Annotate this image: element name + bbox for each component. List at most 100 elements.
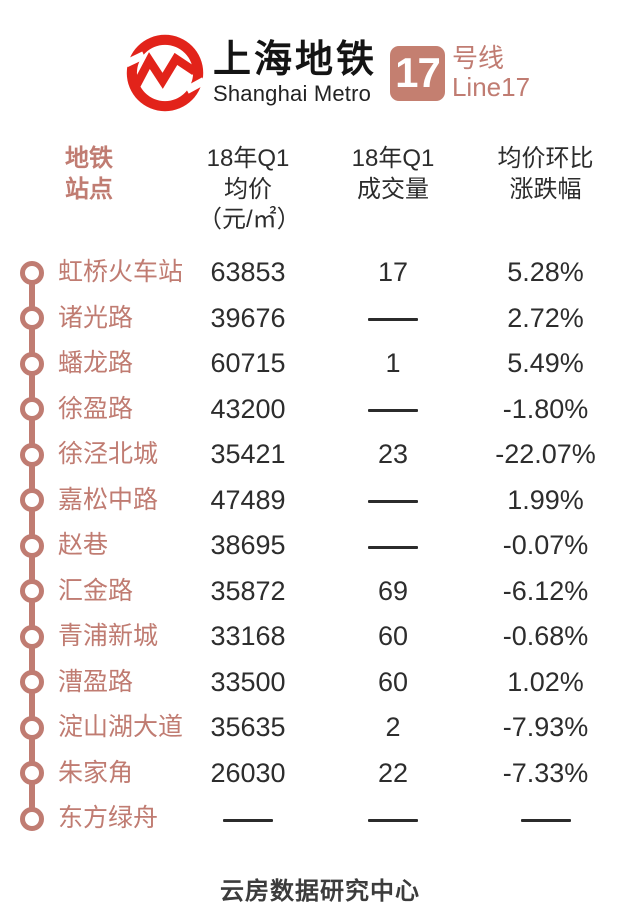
change-value: 5.28% [507, 257, 584, 288]
change-value: 1.02% [507, 666, 584, 697]
volume-value [298, 805, 488, 832]
table-row: 汇金路 35872 69 -6.12% [0, 569, 640, 615]
missing-value-dash [368, 500, 418, 504]
station-marker-icon [20, 761, 44, 786]
volume-value [298, 532, 488, 559]
station-marker-icon [20, 670, 44, 695]
price-value: 35421 [210, 439, 286, 470]
volume-value: 60 [377, 666, 409, 697]
price-value: 38695 [210, 530, 286, 561]
change-value: 2.72% [507, 302, 584, 333]
table-row: 徐盈路 43200 -1.80% [0, 387, 640, 433]
change-value: -7.93% [502, 712, 589, 743]
table-row: 虹桥火车站 63853 17 5.28% [0, 250, 640, 296]
table-row: 朱家角 26030 22 -7.33% [0, 751, 640, 797]
price-value: 26030 [210, 757, 286, 788]
table-row: 徐泾北城 35421 23 -22.07% [0, 432, 640, 478]
table-row: 嘉松中路 47489 1.99% [0, 478, 640, 524]
change-value: -22.07% [495, 439, 596, 470]
station-marker-icon [20, 579, 44, 604]
table-row: 东方绿舟 [0, 796, 640, 842]
station-marker-icon [20, 624, 44, 649]
station-table: 虹桥火车站 63853 17 5.28% 诸光路 39676 2.72% 蟠龙路… [0, 250, 640, 842]
change-value: -1.80% [502, 393, 589, 424]
price-value: 39676 [210, 302, 286, 333]
station-marker-icon [20, 533, 44, 558]
table-row: 蟠龙路 60715 1 5.49% [0, 341, 640, 387]
missing-value-dash [223, 818, 273, 822]
line-label-cn: 号线 [451, 43, 504, 74]
volume-value: 69 [377, 575, 409, 606]
change-value: -0.68% [502, 621, 589, 652]
station-name: 徐泾北城 [58, 440, 159, 469]
volume-value: 60 [377, 621, 409, 652]
volume-value: 23 [377, 439, 409, 470]
station-marker-icon [20, 806, 44, 831]
price-value: 60715 [210, 348, 286, 379]
price-value: 43200 [210, 393, 286, 424]
station-name: 虹桥火车站 [58, 258, 184, 287]
missing-value-dash [520, 818, 571, 822]
price-value: 33500 [210, 666, 286, 697]
header-volume: 18年Q1 成交量 [351, 145, 435, 203]
change-value [488, 805, 603, 832]
volume-value [298, 487, 488, 514]
brand-title-en: Shanghai Metro [212, 81, 372, 107]
table-row: 诸光路 39676 2.72% [0, 296, 640, 342]
station-marker-icon [20, 442, 44, 467]
station-name: 漕盈路 [58, 667, 134, 696]
change-value: -7.33% [502, 757, 589, 788]
line-labels: 号线 Line17 [452, 44, 530, 101]
station-name: 徐盈路 [58, 394, 134, 423]
data-source-label: 云房数据研究中心 [220, 877, 420, 905]
station-marker-icon [20, 715, 44, 740]
header-price: 18年Q1均价 （元/㎡） [198, 145, 301, 234]
station-name: 嘉松中路 [58, 485, 159, 514]
price-value: 63853 [210, 257, 286, 288]
table-row: 漕盈路 33500 60 1.02% [0, 660, 640, 706]
station-marker-icon [20, 351, 44, 376]
line-label-en: Line17 [451, 72, 531, 102]
station-name: 赵巷 [58, 531, 109, 560]
volume-value: 2 [385, 712, 401, 743]
missing-value-dash [368, 318, 418, 322]
volume-value [298, 305, 488, 332]
station-marker-icon [20, 488, 44, 513]
station-name: 青浦新城 [58, 622, 159, 651]
volume-value [298, 396, 488, 423]
price-value: 35635 [210, 712, 286, 743]
table-row: 淀山湖大道 35635 2 -7.93% [0, 705, 640, 751]
station-name: 蟠龙路 [58, 349, 134, 378]
price-value: 33168 [210, 621, 286, 652]
volume-value: 22 [377, 757, 409, 788]
station-name: 诸光路 [58, 303, 134, 332]
missing-value-dash [368, 409, 418, 413]
header: 上海地铁 Shanghai Metro 17 号线 Line17 [8, 0, 640, 112]
table-header: 地铁 站点 18年Q1均价 （元/㎡） 18年Q1 成交量 均价环比 涨跌幅 [0, 144, 640, 236]
missing-value-dash [368, 818, 418, 822]
price-value [198, 805, 298, 832]
header-station: 地铁 站点 [65, 145, 113, 203]
shanghai-metro-logo-icon [125, 34, 204, 112]
price-value: 35872 [210, 575, 286, 606]
station-marker-icon [20, 260, 44, 285]
change-value: -6.12% [502, 575, 589, 606]
price-value: 47489 [210, 484, 286, 515]
station-marker-icon [20, 306, 44, 331]
change-value: 1.99% [507, 484, 584, 515]
table-row: 赵巷 38695 -0.07% [0, 523, 640, 569]
volume-value: 1 [385, 348, 401, 379]
change-value: -0.07% [502, 530, 589, 561]
station-marker-icon [20, 397, 44, 422]
missing-value-dash [368, 545, 418, 549]
change-value: 5.49% [507, 348, 584, 379]
station-name: 淀山湖大道 [58, 713, 184, 742]
table-row: 青浦新城 33168 60 -0.68% [0, 614, 640, 660]
station-name: 东方绿舟 [58, 804, 159, 833]
header-change: 均价环比 涨跌幅 [497, 145, 594, 203]
station-name: 朱家角 [58, 758, 134, 787]
line-number-badge: 17 [389, 45, 445, 101]
brand-block: 上海地铁 Shanghai Metro [213, 39, 377, 108]
brand-title-cn: 上海地铁 [212, 38, 377, 81]
